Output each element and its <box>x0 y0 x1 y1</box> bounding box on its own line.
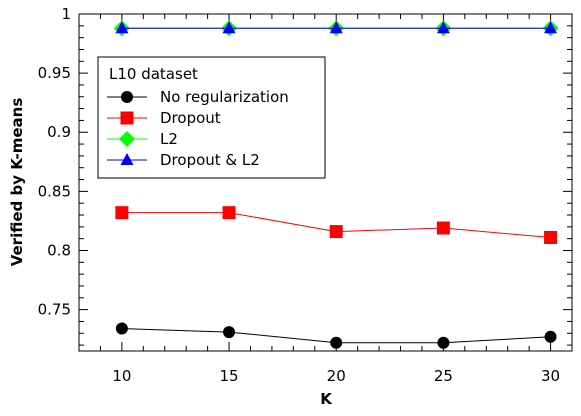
series-layer <box>113 20 559 349</box>
legend-marker <box>120 111 134 125</box>
series-3 <box>115 21 558 34</box>
legend-label: Dropout <box>160 109 221 127</box>
legend-entry: Dropout & L2 <box>107 151 260 169</box>
legend-entries: No regularization Dropout L2 Dropout & L2 <box>107 88 289 169</box>
legend-label: L2 <box>160 130 178 148</box>
series-1 <box>115 206 558 244</box>
y-tick-label: 0.9 <box>47 123 71 141</box>
data-point <box>222 21 236 34</box>
x-tick-label: 25 <box>434 367 453 385</box>
x-tick-label: 10 <box>112 367 131 385</box>
data-point <box>544 21 558 34</box>
legend-label: Dropout & L2 <box>160 151 260 169</box>
data-point <box>222 206 236 220</box>
data-point <box>223 326 236 339</box>
data-point <box>544 230 558 244</box>
x-tick-label: 30 <box>541 367 560 385</box>
legend-entry: Dropout <box>107 109 221 127</box>
data-point <box>436 221 450 235</box>
data-point <box>436 21 450 34</box>
legend: L10 dataset No regularization Dropout L2 Dr… <box>97 56 326 179</box>
data-point <box>115 206 129 220</box>
data-point <box>330 336 343 349</box>
data-point <box>329 225 343 239</box>
x-axis-label: K <box>320 390 333 408</box>
data-point <box>115 21 129 34</box>
y-tick-label: 1 <box>61 5 71 23</box>
data-point <box>115 322 128 335</box>
y-tick-label: 0.75 <box>38 301 71 319</box>
legend-title: L10 dataset <box>109 65 198 83</box>
series-0 <box>115 322 557 349</box>
x-axis-ticks: 10 15 20 25 30 <box>78 14 573 385</box>
data-point <box>544 330 557 343</box>
y-tick-label: 0.95 <box>38 64 71 82</box>
y-tick-label: 0.85 <box>38 182 71 200</box>
legend-marker <box>121 91 133 103</box>
y-axis-ticks: 0.75 0.8 0.85 0.9 0.95 1 <box>38 5 572 346</box>
y-tick-label: 0.8 <box>47 241 71 259</box>
x-tick-label: 15 <box>219 367 238 385</box>
legend-marker <box>119 131 135 147</box>
y-axis-label: Verified by K-means <box>8 98 26 267</box>
plot-frame <box>78 13 573 352</box>
legend-marker <box>120 153 134 165</box>
legend-entry: L2 <box>107 130 178 148</box>
legend-label: No regularization <box>160 88 289 106</box>
data-point <box>329 21 343 34</box>
data-point <box>437 336 450 349</box>
x-tick-label: 20 <box>327 367 346 385</box>
legend-entry: No regularization <box>107 88 289 106</box>
